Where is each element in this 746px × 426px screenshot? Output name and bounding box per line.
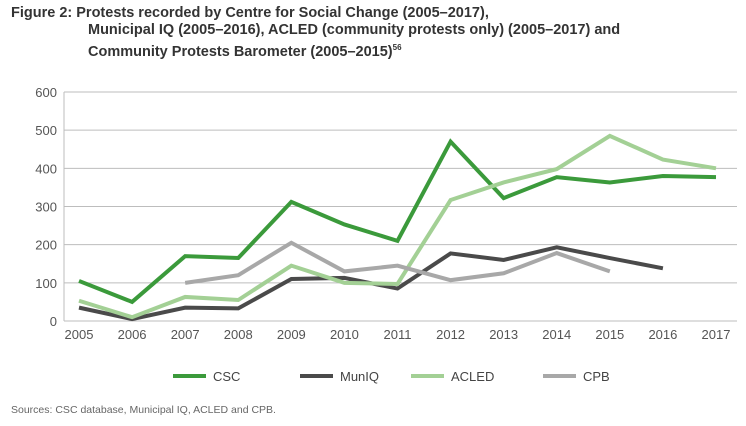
series-line-csc xyxy=(78,138,717,305)
x-tick-label: 2008 xyxy=(224,327,253,342)
chart-title: Figure 2: Protests recorded by Centre fo… xyxy=(11,5,620,61)
y-tick-label: 300 xyxy=(35,200,57,215)
source-note: Sources: CSC database, Municipal IQ, ACL… xyxy=(11,404,276,416)
y-tick-label: 200 xyxy=(35,238,57,253)
x-tick-label: 2010 xyxy=(330,327,359,342)
x-tick-label: 2016 xyxy=(648,327,677,342)
footnote-marker: 56 xyxy=(392,43,402,52)
title-line-3-text: Community Protests Barometer (2005–2015) xyxy=(88,43,393,60)
x-tick-label: 2012 xyxy=(436,327,465,342)
legend-label-muniq: MunIQ xyxy=(340,369,379,384)
y-tick-label: 500 xyxy=(35,123,57,138)
x-tick-label: 2007 xyxy=(171,327,200,342)
y-tick-label: 600 xyxy=(35,85,57,100)
x-tick-label: 2015 xyxy=(595,327,624,342)
title-line-3: Community Protests Barometer (2005–2015)… xyxy=(11,39,620,61)
title-line-1: Figure 2: Protests recorded by Centre fo… xyxy=(11,5,489,21)
legend-label-cpb: CPB xyxy=(583,369,610,384)
title-line-2: Municipal IQ (2005–2016), ACLED (communi… xyxy=(88,22,621,38)
x-tick-label: 2017 xyxy=(702,327,731,342)
y-tick-label: 400 xyxy=(35,161,57,176)
legend-label-csc: CSC xyxy=(213,369,240,384)
y-tick-label: 100 xyxy=(35,276,57,291)
x-tick-label: 2013 xyxy=(489,327,518,342)
x-tick-label: 2009 xyxy=(277,327,306,342)
legend-label-acled: ACLED xyxy=(451,369,494,384)
x-tick-label: 2005 xyxy=(65,327,94,342)
x-tick-label: 2006 xyxy=(118,327,147,342)
x-tick-label: 2011 xyxy=(384,327,412,342)
x-tick-label: 2014 xyxy=(542,327,571,342)
y-tick-label: 0 xyxy=(50,314,57,329)
